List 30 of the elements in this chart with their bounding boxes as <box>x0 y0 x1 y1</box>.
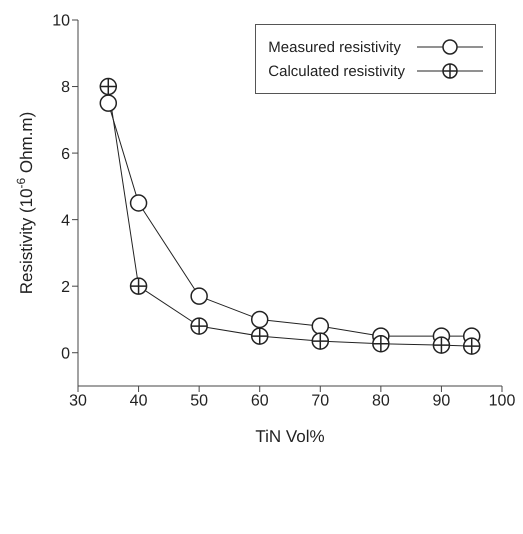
y-tick-label: 10 <box>52 12 70 30</box>
point <box>250 310 268 328</box>
x-tick-label: 60 <box>250 392 269 410</box>
point <box>190 287 208 305</box>
point <box>312 332 330 350</box>
legend-label: Measured resistivity <box>268 38 401 56</box>
point <box>432 336 450 354</box>
y-tick-label: 0 <box>61 345 70 362</box>
y-tick-label: 2 <box>61 278 70 296</box>
point <box>462 337 480 355</box>
x-tick-label: 70 <box>311 392 330 410</box>
point <box>312 317 330 335</box>
point <box>250 327 268 345</box>
point <box>100 78 118 96</box>
x-tick-label: 40 <box>130 392 148 410</box>
y-tick-label: 4 <box>61 212 70 230</box>
x-tick-label: 100 <box>488 392 516 410</box>
x-tick-label: 30 <box>69 392 87 410</box>
x-tick-label: 80 <box>372 392 390 410</box>
point <box>190 317 208 335</box>
legend-label: Calculated resistivity <box>268 62 405 80</box>
x-tick-label: 50 <box>190 392 208 410</box>
point <box>372 334 390 352</box>
point <box>130 277 148 295</box>
y-tick-label: 6 <box>61 146 70 163</box>
point <box>100 94 118 112</box>
x-tick-label: 90 <box>432 392 450 410</box>
point <box>130 194 148 212</box>
y-tick-label: 8 <box>61 79 70 96</box>
x-axis-title: TiN Vol% <box>255 427 325 446</box>
